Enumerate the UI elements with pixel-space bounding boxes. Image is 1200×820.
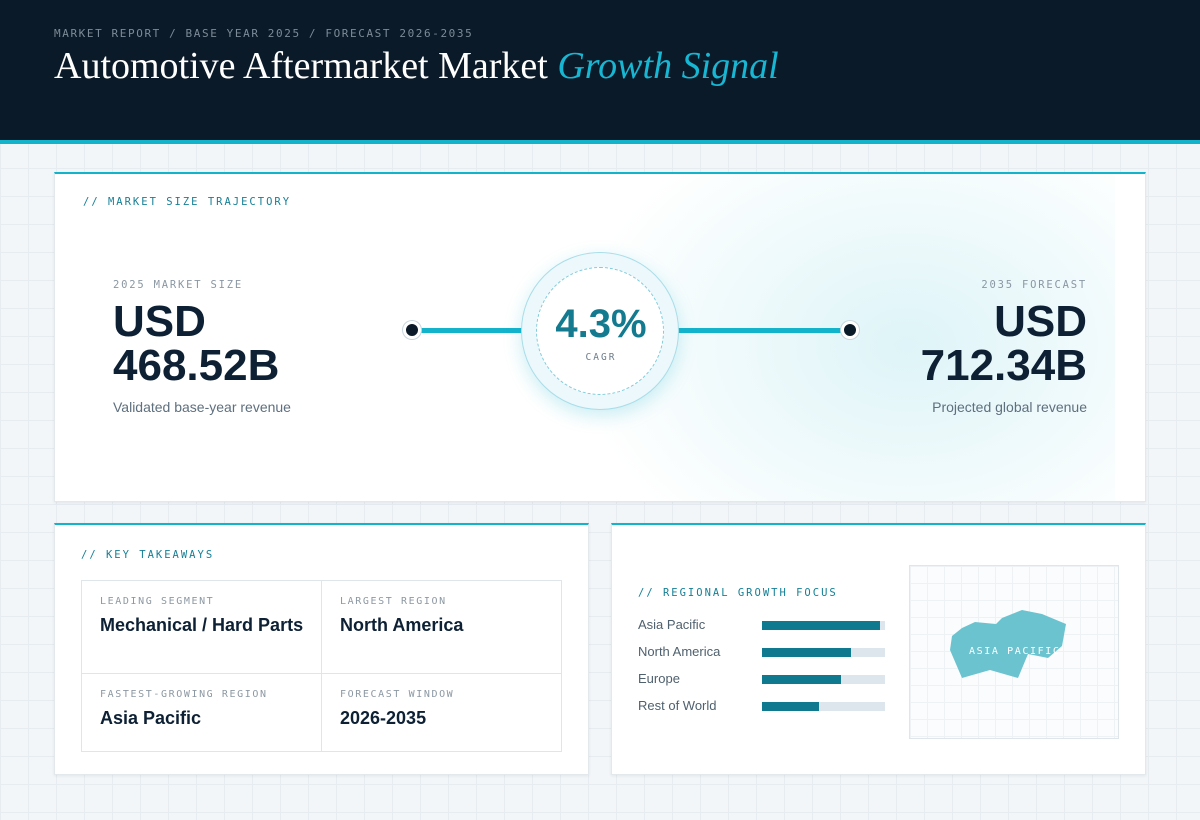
cagr-value: 4.3% — [555, 302, 647, 346]
cagr-badge-inner: 4.3% CAGR — [536, 267, 664, 395]
takeaways-grid: LEADING SEGMENT Mechanical / Hard Parts … — [81, 580, 562, 752]
end-metric-label: 2035 FORECAST — [981, 279, 1087, 291]
takeaway-forecast-window: FORECAST WINDOW 2026-2035 — [322, 674, 562, 751]
takeaway-label: LEADING SEGMENT — [100, 596, 215, 607]
region-row-rest-of-world: Rest of World — [638, 696, 888, 716]
region-bar-fill — [762, 621, 881, 630]
takeaway-value: North America — [340, 615, 464, 635]
regional-section-label: // REGIONAL GROWTH FOCUS — [638, 587, 838, 599]
region-name: Rest of World — [638, 698, 717, 713]
end-metric-caption: Projected global revenue — [932, 399, 1087, 415]
region-bar-fill — [762, 675, 841, 684]
start-metric-currency: USD — [113, 297, 206, 346]
trajectory-section-label: // MARKET SIZE TRAJECTORY — [83, 196, 292, 208]
takeaways-section-label: // KEY TAKEAWAYS — [81, 549, 215, 561]
region-map: ASIA PACIFIC — [909, 565, 1119, 739]
region-bar-fill — [762, 648, 851, 657]
region-bar-track — [762, 702, 885, 711]
region-row-europe: Europe — [638, 669, 888, 689]
map-region-label: ASIA PACIFIC — [969, 646, 1061, 657]
end-point-marker — [841, 321, 859, 339]
region-bar-fill — [762, 702, 819, 711]
report-header: MARKET REPORT / BASE YEAR 2025 / FORECAS… — [0, 0, 1200, 144]
end-metric-currency: USD — [994, 297, 1087, 346]
end-metric-value: 712.34B — [920, 341, 1087, 390]
takeaway-leading-segment: LEADING SEGMENT Mechanical / Hard Parts — [82, 581, 322, 674]
page-title-main: Automotive Aftermarket Market — [54, 45, 548, 87]
start-metric-value: 468.52B — [113, 341, 280, 390]
takeaway-largest-region: LARGEST REGION North America — [322, 581, 562, 674]
page-title: Automotive Aftermarket Market Growth Sig… — [54, 44, 779, 88]
region-name: Europe — [638, 671, 680, 686]
asia-pacific-region — [950, 610, 1066, 678]
key-takeaways-card: // KEY TAKEAWAYS LEADING SEGMENT Mechani… — [54, 523, 589, 775]
takeaway-label: FORECAST WINDOW — [340, 689, 455, 700]
region-name: Asia Pacific — [638, 617, 706, 632]
takeaway-fastest-growing-region: FASTEST-GROWING REGION Asia Pacific — [82, 674, 322, 751]
region-row-asia-pacific: Asia Pacific — [638, 615, 888, 635]
region-row-north-america: North America — [638, 642, 888, 662]
market-size-trajectory-card: // MARKET SIZE TRAJECTORY 2025 MARKET SI… — [54, 172, 1146, 502]
page-title-accent: Growth Signal — [557, 45, 779, 87]
region-bar-track — [762, 621, 885, 630]
takeaway-value: Asia Pacific — [100, 708, 202, 728]
regional-growth-card: // REGIONAL GROWTH FOCUS Asia Pacific No… — [611, 523, 1146, 775]
start-metric-caption: Validated base-year revenue — [113, 399, 291, 415]
takeaway-value: 2026-2035 — [340, 708, 427, 728]
cagr-label: CAGR — [585, 352, 617, 363]
cagr-badge: 4.3% CAGR — [521, 252, 679, 410]
takeaway-label: FASTEST-GROWING REGION — [100, 689, 268, 700]
trajectory-line-right — [673, 328, 843, 333]
takeaway-label: LARGEST REGION — [340, 596, 447, 607]
breadcrumb: MARKET REPORT / BASE YEAR 2025 / FORECAS… — [54, 27, 474, 40]
region-bar-track — [762, 648, 885, 657]
start-metric-label: 2025 MARKET SIZE — [113, 279, 243, 291]
asia-pacific-map-shape — [950, 610, 1066, 678]
start-point-marker — [403, 321, 421, 339]
trajectory-line-left — [417, 328, 527, 333]
takeaway-value: Mechanical / Hard Parts — [100, 615, 304, 635]
region-bar-track — [762, 675, 885, 684]
region-name: North America — [638, 644, 721, 659]
